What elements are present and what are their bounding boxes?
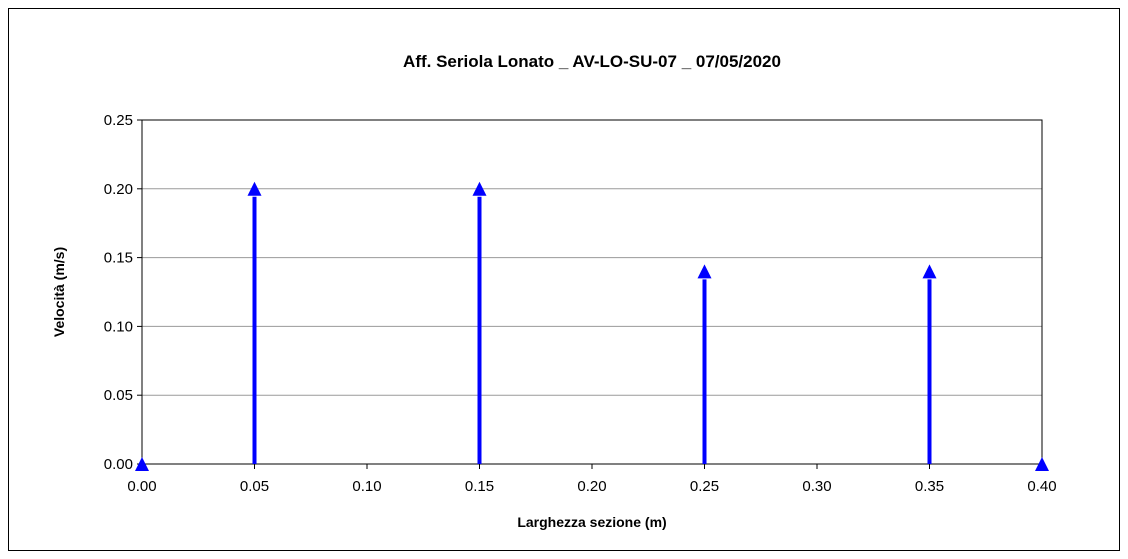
y-tick-label: 0.10: [104, 318, 133, 335]
x-axis-title: Larghezza sezione (m): [517, 514, 666, 530]
grid-lines: [137, 119, 1043, 469]
x-tick-label: 0.25: [690, 478, 719, 495]
x-tick-label: 0.35: [915, 478, 944, 495]
x-tick-label: 0.20: [577, 478, 606, 495]
y-axis-title: Velocità (m/s): [51, 247, 67, 337]
y-tick-label: 0.05: [104, 387, 133, 404]
y-tick-label: 0.00: [104, 456, 133, 473]
x-tick-label: 0.05: [240, 478, 269, 495]
y-tick-labels: 0.00 0.05 0.10 0.15 0.20 0.25: [104, 112, 133, 473]
data-point-marker: [697, 264, 712, 279]
x-tick-label: 0.40: [1027, 478, 1056, 495]
y-tick-label: 0.15: [104, 250, 133, 267]
data-point-marker: [1035, 457, 1049, 471]
y-tick-label: 0.25: [104, 112, 133, 129]
data-point-marker: [922, 264, 937, 279]
plot-area: [141, 119, 1043, 465]
data-point-marker: [472, 181, 487, 196]
data-marks: [135, 181, 1049, 471]
chart-frame: [8, 8, 1120, 551]
chart-title: Aff. Seriola Lonato _ AV-LO-SU-07 _ 07/0…: [403, 52, 781, 71]
data-point-marker: [247, 181, 262, 196]
x-tick-label: 0.30: [802, 478, 831, 495]
data-point-marker: [135, 457, 149, 471]
x-tick-label: 0.10: [352, 478, 381, 495]
y-tick-label: 0.20: [104, 181, 133, 198]
x-tick-label: 0.00: [127, 478, 156, 495]
x-tick-label: 0.15: [465, 478, 494, 495]
x-tick-labels: 0.00 0.05 0.10 0.15 0.20 0.25 0.30 0.35 0.40: [127, 478, 1056, 495]
